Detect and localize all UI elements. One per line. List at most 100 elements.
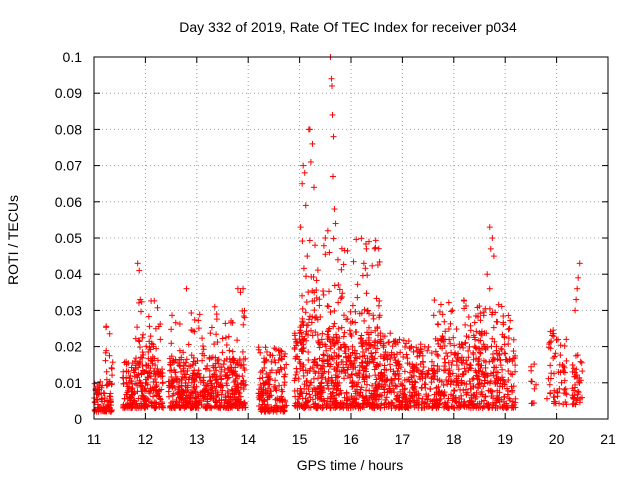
data-point — [487, 245, 494, 252]
data-point — [200, 374, 207, 381]
data-point — [281, 408, 288, 415]
data-point — [264, 401, 271, 408]
data-point — [94, 383, 101, 390]
data-point — [143, 343, 150, 350]
data-point — [191, 378, 198, 385]
data-point — [271, 357, 278, 364]
data-point — [186, 363, 193, 370]
data-point — [465, 313, 472, 320]
data-point — [441, 318, 448, 325]
data-point — [201, 352, 208, 359]
x-tick-label: 16 — [343, 431, 359, 447]
data-point — [208, 324, 215, 331]
data-point — [204, 362, 211, 369]
data-point — [190, 358, 197, 365]
data-point — [335, 299, 342, 306]
data-point — [575, 274, 582, 281]
data-point — [441, 363, 448, 370]
data-point — [231, 391, 238, 398]
data-point — [484, 271, 491, 278]
data-point — [187, 404, 194, 411]
data-point — [506, 325, 513, 332]
data-point — [430, 312, 437, 319]
data-point — [334, 256, 341, 263]
data-point — [103, 376, 110, 383]
data-point — [308, 319, 315, 326]
data-point — [320, 351, 327, 358]
data-point — [338, 266, 345, 273]
data-point — [441, 355, 448, 362]
data-point — [297, 224, 304, 231]
data-point — [199, 392, 206, 399]
data-point — [167, 361, 174, 368]
data-point — [462, 321, 469, 328]
data-point — [190, 383, 197, 390]
data-point — [120, 403, 127, 410]
y-tick-label: 0 — [74, 411, 82, 427]
data-point — [304, 253, 311, 260]
data-point — [358, 235, 365, 242]
data-point — [486, 285, 493, 292]
data-point — [169, 377, 176, 384]
data-point — [232, 375, 239, 382]
data-point — [360, 260, 367, 267]
data-point — [176, 362, 183, 369]
data-point — [189, 389, 196, 396]
data-point — [218, 376, 225, 383]
data-point — [213, 311, 220, 318]
data-point — [151, 375, 158, 382]
data-point — [322, 235, 329, 241]
data-point — [272, 377, 279, 384]
data-point — [547, 390, 554, 397]
data-point — [512, 362, 519, 369]
data-point — [108, 364, 115, 371]
data-point — [471, 319, 478, 326]
data-point — [448, 308, 455, 315]
data-point — [170, 378, 177, 385]
data-point — [194, 401, 201, 408]
data-point — [344, 247, 351, 254]
data-point — [531, 361, 538, 368]
data-point — [240, 377, 247, 384]
data-point — [324, 227, 331, 234]
data-point — [229, 356, 236, 363]
data-point — [316, 344, 323, 351]
data-point — [238, 361, 245, 368]
data-point — [447, 320, 454, 327]
data-point — [138, 400, 145, 407]
data-point — [259, 374, 266, 381]
data-point — [136, 377, 143, 384]
data-point — [363, 245, 370, 252]
data-point — [225, 365, 232, 372]
data-point — [183, 356, 190, 363]
data-point — [190, 404, 197, 411]
data-point — [240, 402, 247, 409]
data-point — [372, 372, 379, 379]
data-point — [154, 357, 161, 364]
data-point — [200, 343, 207, 350]
data-point — [195, 317, 202, 324]
data-point — [335, 352, 342, 359]
data-point — [573, 296, 580, 303]
data-point — [165, 388, 172, 395]
data-point — [218, 368, 225, 375]
data-point — [241, 382, 248, 389]
data-point — [223, 380, 230, 387]
data-point — [233, 383, 240, 390]
data-point — [201, 382, 208, 389]
data-point — [199, 357, 206, 364]
data-point — [106, 352, 113, 359]
data-point — [159, 402, 166, 409]
data-point — [94, 396, 101, 403]
data-point — [353, 236, 360, 243]
data-point — [176, 320, 183, 327]
data-point — [137, 380, 144, 387]
data-point — [563, 336, 570, 343]
data-point — [204, 396, 211, 403]
data-point — [300, 372, 307, 379]
data-point — [505, 368, 512, 375]
data-point — [178, 368, 185, 375]
data-point — [101, 398, 108, 405]
data-point — [546, 381, 553, 388]
data-point — [255, 346, 262, 353]
